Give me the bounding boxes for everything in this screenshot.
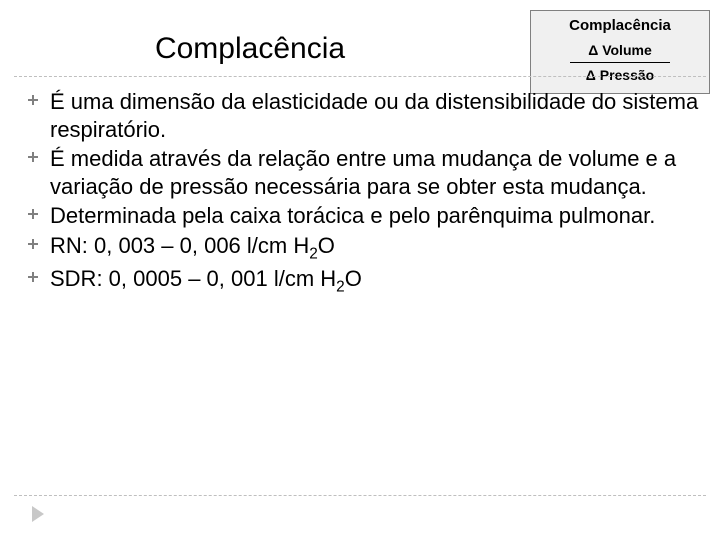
list-item: SDR: 0, 0005 – 0, 001 l/cm H2O: [28, 265, 702, 297]
list-item: RN: 0, 003 – 0, 006 l/cm H2O: [28, 232, 702, 264]
plus-bullet-icon: [28, 95, 38, 105]
plus-bullet-icon: [28, 152, 38, 162]
divider-bottom: [14, 495, 706, 496]
list-item: Determinada pela caixa torácica e pelo p…: [28, 202, 702, 230]
list-item: É uma dimensão da elasticidade ou da dis…: [28, 88, 702, 143]
next-arrow-icon: [32, 506, 44, 522]
formula-box: Complacência Δ Volume Δ Pressão: [530, 10, 710, 94]
formula-divider-line: [570, 62, 670, 63]
formula-label: Complacência: [539, 17, 701, 34]
list-item-text: SDR: 0, 0005 – 0, 001 l/cm H2O: [50, 265, 702, 297]
list-item-text: Determinada pela caixa torácica e pelo p…: [50, 202, 702, 230]
list-item-text: RN: 0, 003 – 0, 006 l/cm H2O: [50, 232, 702, 264]
plus-bullet-icon: [28, 209, 38, 219]
formula-denominator: Δ Pressão: [539, 67, 701, 83]
plus-bullet-icon: [28, 239, 38, 249]
list-item: É medida através da relação entre uma mu…: [28, 145, 702, 200]
formula-numerator: Δ Volume: [539, 42, 701, 58]
slide-title: Complacência: [0, 32, 500, 66]
bullet-list: É uma dimensão da elasticidade ou da dis…: [28, 88, 702, 299]
list-item-text: É uma dimensão da elasticidade ou da dis…: [50, 88, 702, 143]
list-item-text: É medida através da relação entre uma mu…: [50, 145, 702, 200]
plus-bullet-icon: [28, 272, 38, 282]
divider-top: [14, 76, 706, 77]
